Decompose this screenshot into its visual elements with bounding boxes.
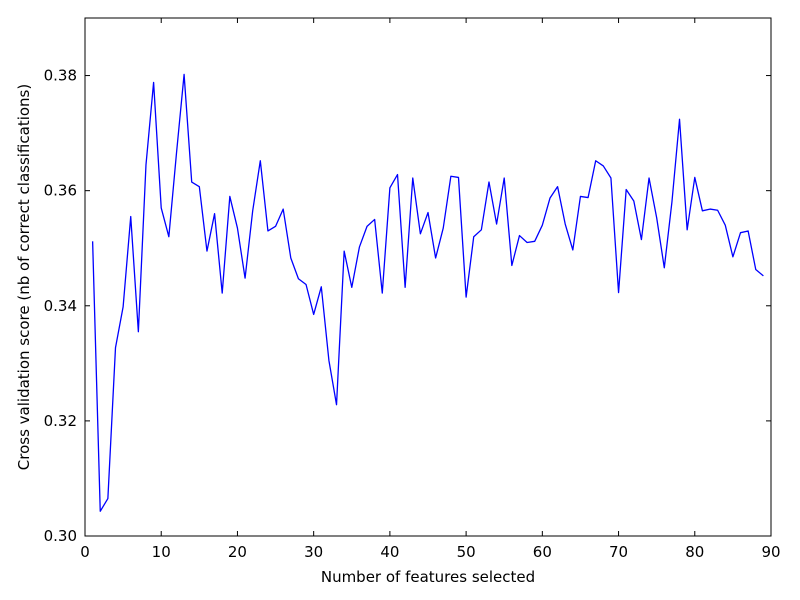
x-tick-label: 30 [304, 543, 323, 561]
x-tick-label: 80 [685, 543, 704, 561]
x-tick-label: 40 [380, 543, 399, 561]
ticks-layer [84, 18, 772, 537]
y-axis-label: Cross validation score (nb of correct cl… [15, 84, 33, 470]
x-axis-label: Number of features selected [321, 568, 535, 586]
y-tick-label: 0.32 [44, 412, 77, 430]
y-tick-label: 0.30 [44, 527, 77, 545]
x-tick-label: 10 [152, 543, 171, 561]
y-tick-label: 0.38 [44, 67, 77, 85]
y-tick-labels: 0.30 0.32 0.34 0.36 0.38 [44, 67, 77, 545]
x-tick-label: 50 [457, 543, 476, 561]
x-tick-label: 60 [533, 543, 552, 561]
y-tick-label: 0.36 [44, 182, 77, 200]
x-tick-label: 70 [609, 543, 628, 561]
series-line [91, 73, 764, 512]
plot-frame [84, 17, 772, 537]
x-tick-labels: 0 10 20 30 40 50 60 70 80 90 [80, 543, 780, 561]
x-tick-label: 90 [761, 543, 780, 561]
x-tick-label: 20 [228, 543, 247, 561]
x-tick-label: 0 [80, 543, 90, 561]
y-tick-label: 0.34 [44, 297, 77, 315]
